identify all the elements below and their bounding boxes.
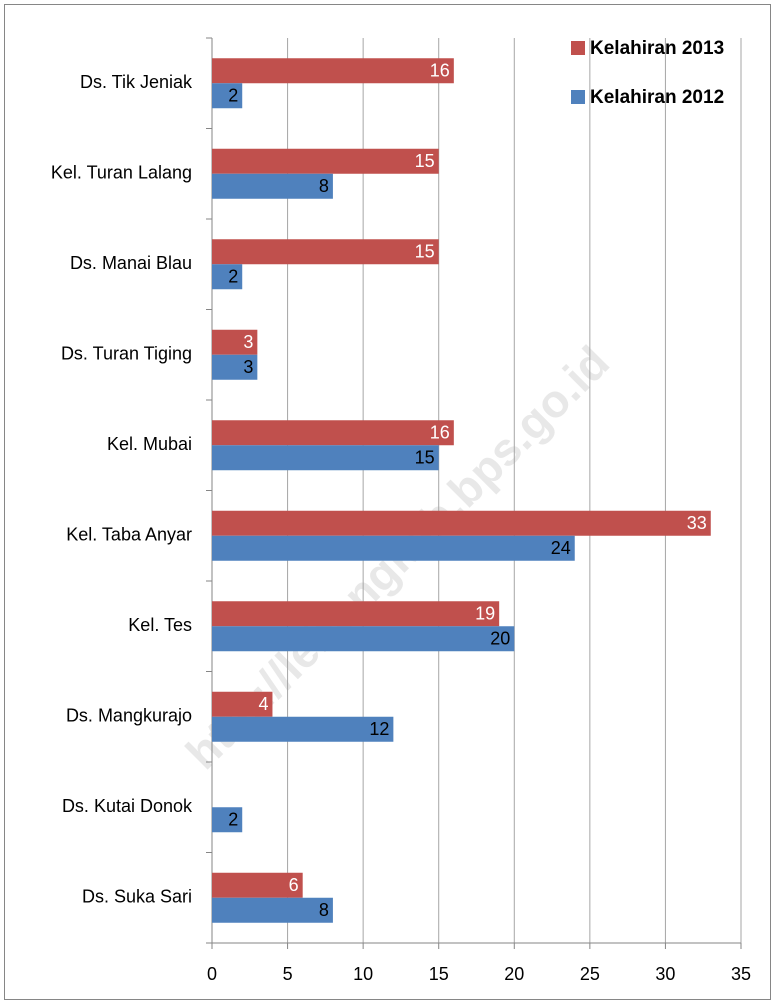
bar (212, 329, 258, 355)
bar (212, 510, 711, 536)
bar (212, 58, 454, 84)
bar (212, 807, 243, 833)
bar (212, 691, 273, 717)
data-label: 8 (319, 900, 329, 920)
data-label: 33 (687, 513, 707, 533)
bar (212, 535, 575, 561)
data-label: 15 (415, 151, 435, 171)
data-label: 2 (228, 86, 238, 106)
x-tick-label: 5 (283, 964, 293, 984)
x-tick-label: 15 (429, 964, 449, 984)
bar (212, 354, 258, 380)
data-label: 20 (490, 629, 510, 649)
data-label: 3 (243, 357, 253, 377)
x-tick-label: 35 (731, 964, 751, 984)
x-tick-label: 25 (580, 964, 600, 984)
x-tick-label: 10 (353, 964, 373, 984)
data-label: 16 (430, 61, 450, 81)
x-tick-label: 30 (655, 964, 675, 984)
y-tick-label: Ds. Kutai Donok (62, 796, 193, 816)
data-label: 19 (475, 604, 495, 624)
y-tick-label: Ds. Suka Sari (82, 887, 192, 907)
bar (212, 173, 333, 199)
bar (212, 626, 515, 652)
legend-swatch (571, 41, 585, 55)
data-label: 4 (258, 694, 268, 714)
x-tick-label: 20 (504, 964, 524, 984)
data-label: 2 (228, 267, 238, 287)
bar (212, 716, 394, 742)
data-label: 15 (415, 242, 435, 262)
bar (212, 897, 333, 923)
y-tick-label: Ds. Manai Blau (70, 253, 192, 273)
x-tick-label: 0 (207, 964, 217, 984)
bar (212, 148, 439, 174)
data-label: 6 (289, 875, 299, 895)
y-tick-label: Ds. Turan Tiging (61, 344, 192, 364)
y-tick-label: Ds. Mangkurajo (66, 706, 192, 726)
bar (212, 445, 439, 471)
data-label: 24 (551, 538, 571, 558)
bar (212, 601, 500, 627)
y-tick-label: Kel. Mubai (107, 434, 192, 454)
legend-swatch (571, 90, 585, 104)
data-label: 3 (243, 332, 253, 352)
bar (212, 420, 454, 446)
legend-label: Kelahiran 2012 (590, 87, 724, 108)
y-tick-label: Ds. Tik Jeniak (80, 72, 193, 92)
y-tick-label: Kel. Tes (128, 615, 192, 635)
data-label: 8 (319, 176, 329, 196)
y-tick-label: Kel. Taba Anyar (66, 525, 192, 545)
data-label: 16 (430, 423, 450, 443)
bar (212, 239, 439, 265)
data-label: 2 (228, 810, 238, 830)
bar (212, 872, 303, 898)
data-label: 15 (415, 448, 435, 468)
bar (212, 264, 243, 290)
y-tick-label: Kel. Turan Lalang (51, 163, 192, 183)
data-label: 12 (369, 719, 389, 739)
legend-label: Kelahiran 2013 (590, 38, 724, 59)
bar (212, 83, 243, 109)
